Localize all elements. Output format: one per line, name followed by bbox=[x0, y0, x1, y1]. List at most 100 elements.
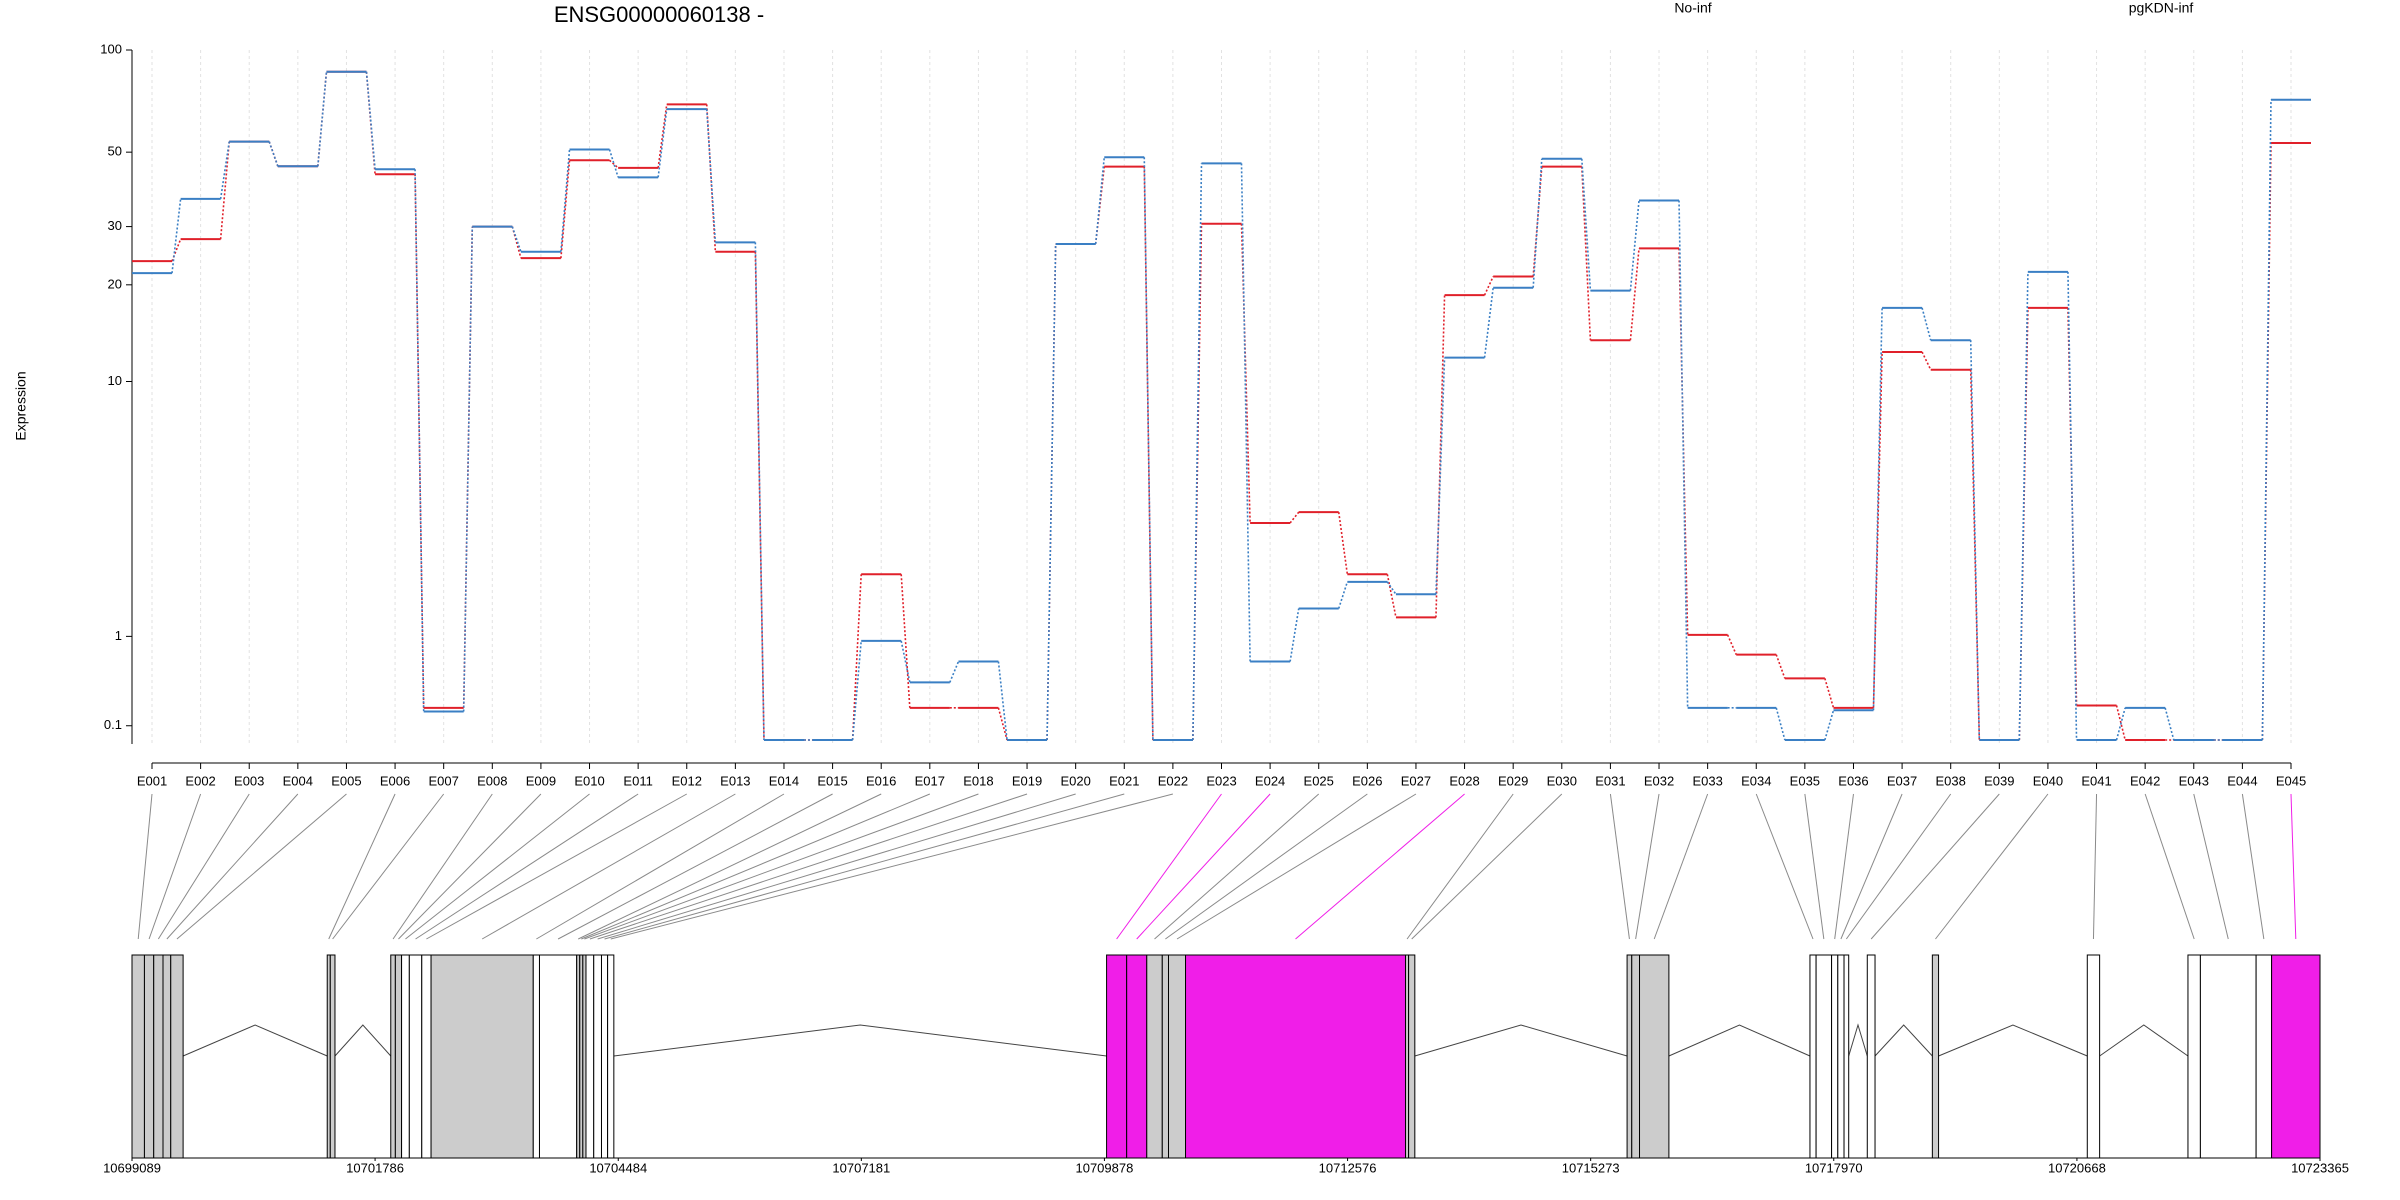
step-connector bbox=[365, 71, 376, 170]
legend-label: No-inf bbox=[1674, 0, 1711, 16]
exon bbox=[1161, 954, 1169, 1159]
x-tick-label: E025 bbox=[1304, 773, 1334, 788]
step-connector bbox=[900, 640, 911, 683]
y-tick-label: 0.1 bbox=[104, 717, 122, 732]
exon bbox=[607, 954, 615, 1159]
y-tick-label: 50 bbox=[108, 144, 122, 159]
exon-connector bbox=[166, 793, 299, 940]
exon bbox=[1106, 954, 1128, 1159]
step-connector bbox=[851, 574, 863, 741]
intron bbox=[182, 1024, 328, 1057]
step-connector bbox=[2067, 271, 2078, 741]
exon bbox=[170, 954, 184, 1159]
x-tick-label: E030 bbox=[1547, 773, 1577, 788]
exon-connector bbox=[398, 793, 542, 940]
exon bbox=[2086, 954, 2101, 1159]
step-connector bbox=[1824, 678, 1835, 709]
x-tick-label: 10712576 bbox=[1319, 1160, 1377, 1175]
x-tick-label: E008 bbox=[477, 773, 507, 788]
exon bbox=[1631, 954, 1641, 1159]
exon bbox=[1843, 954, 1850, 1159]
y-tick-label: 10 bbox=[108, 373, 122, 388]
exon bbox=[131, 954, 145, 1159]
x-tick-label: E039 bbox=[1984, 773, 2014, 788]
exon-connector bbox=[415, 793, 639, 940]
exon bbox=[600, 954, 609, 1159]
x-tick-label: E045 bbox=[2276, 773, 2306, 788]
step-connector bbox=[900, 574, 911, 708]
step-connector bbox=[1337, 581, 1349, 609]
step-connector bbox=[1143, 157, 1154, 741]
exon-connector bbox=[426, 793, 687, 940]
step-connector bbox=[1629, 200, 1640, 291]
x-tick-label: E028 bbox=[1449, 773, 1479, 788]
exon-connector bbox=[137, 793, 153, 940]
exon-connector bbox=[332, 793, 445, 940]
step-connector bbox=[1969, 369, 1981, 741]
exon bbox=[2199, 954, 2257, 1159]
x-tick-label: E043 bbox=[2179, 773, 2209, 788]
step-connector bbox=[608, 149, 619, 178]
exon bbox=[1167, 954, 1187, 1159]
exon bbox=[2187, 954, 2201, 1159]
y-tick-label: 1 bbox=[115, 628, 122, 643]
step-connector bbox=[1969, 340, 1981, 741]
exon bbox=[1185, 954, 1407, 1159]
exon bbox=[394, 954, 403, 1159]
exon-connector bbox=[1935, 793, 2049, 940]
step-connector bbox=[1775, 654, 1786, 679]
exon bbox=[593, 954, 602, 1159]
x-tick-label: 10701786 bbox=[346, 1160, 404, 1175]
exon-connector bbox=[1834, 793, 1854, 940]
exon bbox=[421, 954, 432, 1159]
intron bbox=[1874, 1024, 1933, 1057]
step-connector bbox=[705, 109, 717, 243]
exon-connector bbox=[2092, 793, 2098, 940]
x-tick-label: 10715273 bbox=[1562, 1160, 1620, 1175]
x-tick-label: E014 bbox=[769, 773, 799, 788]
step-connector bbox=[1435, 357, 1446, 595]
step-connector bbox=[657, 109, 668, 178]
step-connector bbox=[1094, 166, 1106, 245]
x-tick-label: E022 bbox=[1158, 773, 1188, 788]
x-tick-label: 10699089 bbox=[103, 1160, 161, 1175]
x-tick-label: E029 bbox=[1498, 773, 1528, 788]
step-connector bbox=[1872, 307, 1883, 711]
x-tick-label: E023 bbox=[1206, 773, 1236, 788]
exon bbox=[1639, 954, 1670, 1159]
step-connector bbox=[1483, 287, 1494, 358]
x-tick-label: E044 bbox=[2227, 773, 2257, 788]
exon-connector bbox=[1411, 793, 1563, 940]
exon-connector bbox=[2144, 793, 2195, 940]
step-connector bbox=[2067, 307, 2078, 706]
exon-connector bbox=[557, 793, 833, 940]
exon bbox=[1809, 954, 1817, 1159]
x-tick-label: E040 bbox=[2033, 773, 2063, 788]
exon-connector bbox=[1406, 793, 1514, 940]
exon-connector bbox=[392, 793, 493, 940]
exon-connector bbox=[2193, 793, 2229, 940]
exon bbox=[585, 954, 595, 1159]
step-connector bbox=[560, 149, 571, 252]
exon bbox=[390, 954, 396, 1159]
step-connector bbox=[2115, 707, 2126, 741]
exon-connector bbox=[1154, 793, 1320, 940]
step-connector bbox=[1580, 166, 1592, 341]
x-tick-label: E021 bbox=[1109, 773, 1139, 788]
exon-connector bbox=[578, 793, 882, 940]
step-connector bbox=[219, 141, 231, 200]
step-connector bbox=[1726, 634, 1737, 655]
x-tick-label: E003 bbox=[234, 773, 264, 788]
step-connector bbox=[1046, 243, 1057, 741]
step-connector bbox=[1240, 163, 1251, 662]
x-tick-label: 10720668 bbox=[2048, 1160, 2106, 1175]
step-connector bbox=[1580, 158, 1592, 291]
step-connector bbox=[2018, 271, 2029, 741]
step-connector bbox=[1532, 158, 1543, 288]
step-connector bbox=[997, 707, 1008, 741]
intron bbox=[1414, 1024, 1628, 1057]
exon bbox=[143, 954, 155, 1159]
x-tick-label: E020 bbox=[1060, 773, 1090, 788]
exon-connector bbox=[1635, 793, 1660, 940]
